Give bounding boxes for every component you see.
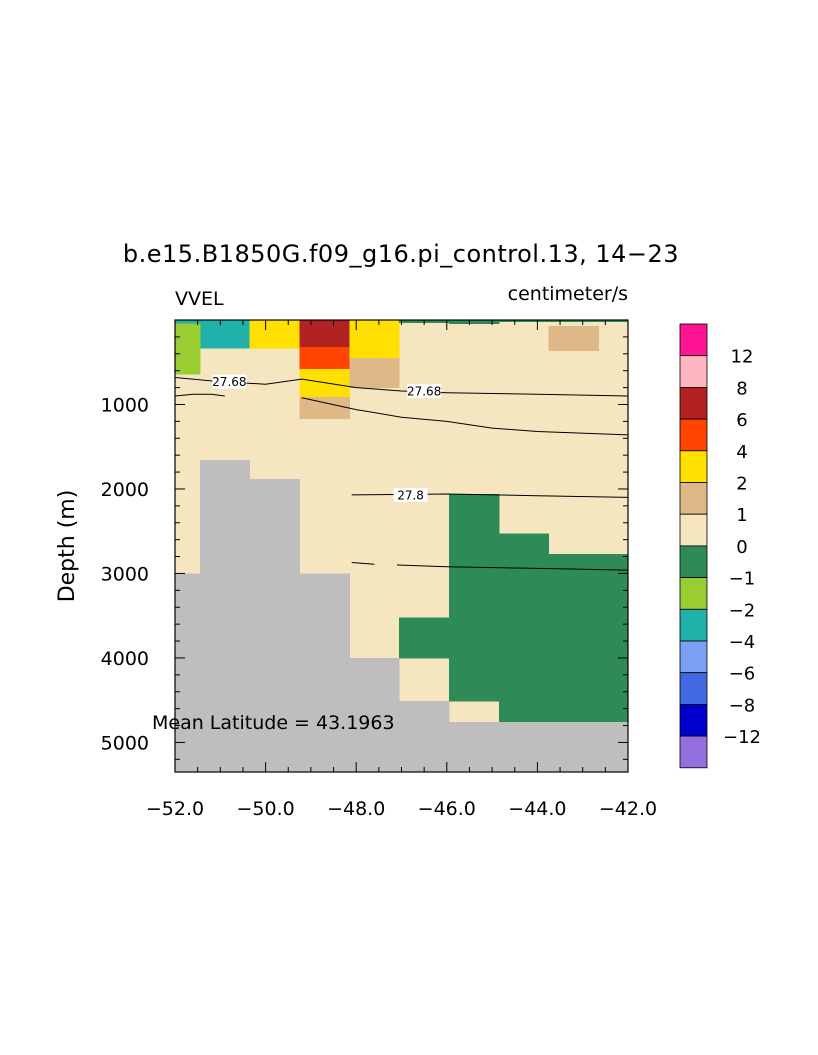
- contour-line: [351, 562, 375, 565]
- velocity-cell: [299, 347, 350, 370]
- velocity-cell: [399, 617, 450, 659]
- x-tick-label: −50.0: [236, 798, 294, 820]
- colorbar: 12 8 6 4 2 1 0 −1 −2 −4 −6 −8 −12: [679, 323, 761, 769]
- colorbar-swatch: [679, 482, 708, 515]
- colorbar-label: 2: [736, 474, 747, 495]
- x-tick-label: −46.0: [418, 798, 476, 820]
- colorbar-label: −6: [729, 664, 756, 685]
- y-tick-label: 2000: [101, 479, 149, 501]
- contour-label: 27.68: [212, 375, 246, 389]
- colorbar-swatch: [679, 672, 708, 705]
- contour-line: [396, 564, 629, 571]
- velocity-cell: [498, 320, 550, 323]
- colorbar-label: −1: [729, 569, 756, 590]
- land-cell: [199, 460, 251, 773]
- velocity-cell: [349, 320, 400, 359]
- colorbar-label: −2: [729, 600, 756, 621]
- y-tick-label: 1000: [101, 394, 149, 416]
- colorbar-label: 8: [736, 378, 747, 399]
- contour-label: 27.68: [407, 384, 441, 398]
- contour-label-box: [407, 383, 442, 398]
- velocity-cell: [299, 396, 350, 420]
- colorbar-label: 0: [736, 537, 747, 558]
- colorbar-swatch: [679, 608, 708, 642]
- velocity-cell: [199, 320, 251, 349]
- y-axis-label: Depth (m): [55, 490, 80, 603]
- velocity-cell: [498, 533, 550, 723]
- velocity-cell: [175, 323, 201, 375]
- colorbar-swatch: [679, 577, 708, 610]
- contour-label-box: [212, 374, 247, 389]
- colorbar-swatch: [679, 450, 708, 483]
- mean-latitude-annotation: Mean Latitude = 43.1963: [152, 712, 395, 734]
- velocity-cell: [175, 320, 201, 324]
- x-tick-label: −52.0: [146, 798, 204, 820]
- velocity-cell: [249, 320, 300, 349]
- colorbar-swatch: [679, 323, 708, 357]
- colorbar-swatch: [679, 513, 708, 547]
- land-cell: [399, 701, 450, 773]
- colorbar-label: 4: [736, 442, 747, 463]
- velocity-cell: [548, 325, 599, 351]
- colorbar-swatch: [679, 704, 708, 737]
- land-cell: [249, 478, 300, 773]
- contour-line: [301, 397, 629, 436]
- colorbar-swatch: [679, 418, 708, 452]
- land-cell: [175, 573, 201, 773]
- heatmap-cells: [175, 320, 629, 773]
- contour-line: [174, 393, 225, 397]
- velocity-cell: [548, 320, 599, 323]
- x-tick-label: −44.0: [508, 798, 566, 820]
- colorbar-swatch: [679, 545, 708, 579]
- colorbar-label: 6: [736, 410, 747, 431]
- velocity-cell: [349, 358, 400, 388]
- velocity-cell: [548, 554, 629, 723]
- contour-label-box: [393, 487, 428, 502]
- velocity-cell: [449, 494, 500, 702]
- colorbar-swatch: [679, 355, 708, 388]
- colorbar-swatch: [679, 735, 708, 769]
- velocity-cell: [299, 320, 350, 348]
- units-label: centimeter/s: [508, 283, 628, 305]
- axis-ticks: −52.0 −50.0 −48.0 −46.0 −44.0 −42.0 1000 2000 30…: [101, 320, 657, 820]
- x-tick-label: −48.0: [327, 798, 385, 820]
- colorbar-swatch: [679, 386, 708, 420]
- land-cell: [449, 722, 629, 773]
- velocity-cell: [598, 320, 629, 323]
- colorbar-label: −12: [723, 727, 761, 748]
- land-cell: [349, 657, 400, 773]
- colorbar-label: 1: [736, 505, 747, 526]
- density-contours: 27.68 27.68 27.8: [174, 374, 629, 571]
- velocity-cell: [449, 320, 500, 324]
- x-tick-label: −42.0: [599, 798, 657, 820]
- colorbar-label: −4: [729, 632, 756, 653]
- colorbar-label: 12: [731, 347, 754, 368]
- colorbar-label: −8: [729, 695, 756, 716]
- y-tick-label: 5000: [101, 732, 149, 754]
- y-tick-label: 4000: [101, 648, 149, 670]
- chart-title: b.e15.B1850G.f09_g16.pi_control.13, 14−2…: [123, 240, 679, 268]
- colorbar-swatch: [679, 640, 708, 674]
- variable-label: VVEL: [175, 288, 224, 310]
- y-tick-label: 3000: [101, 563, 149, 585]
- contour-label: 27.8: [397, 488, 424, 502]
- land-cell: [299, 573, 350, 773]
